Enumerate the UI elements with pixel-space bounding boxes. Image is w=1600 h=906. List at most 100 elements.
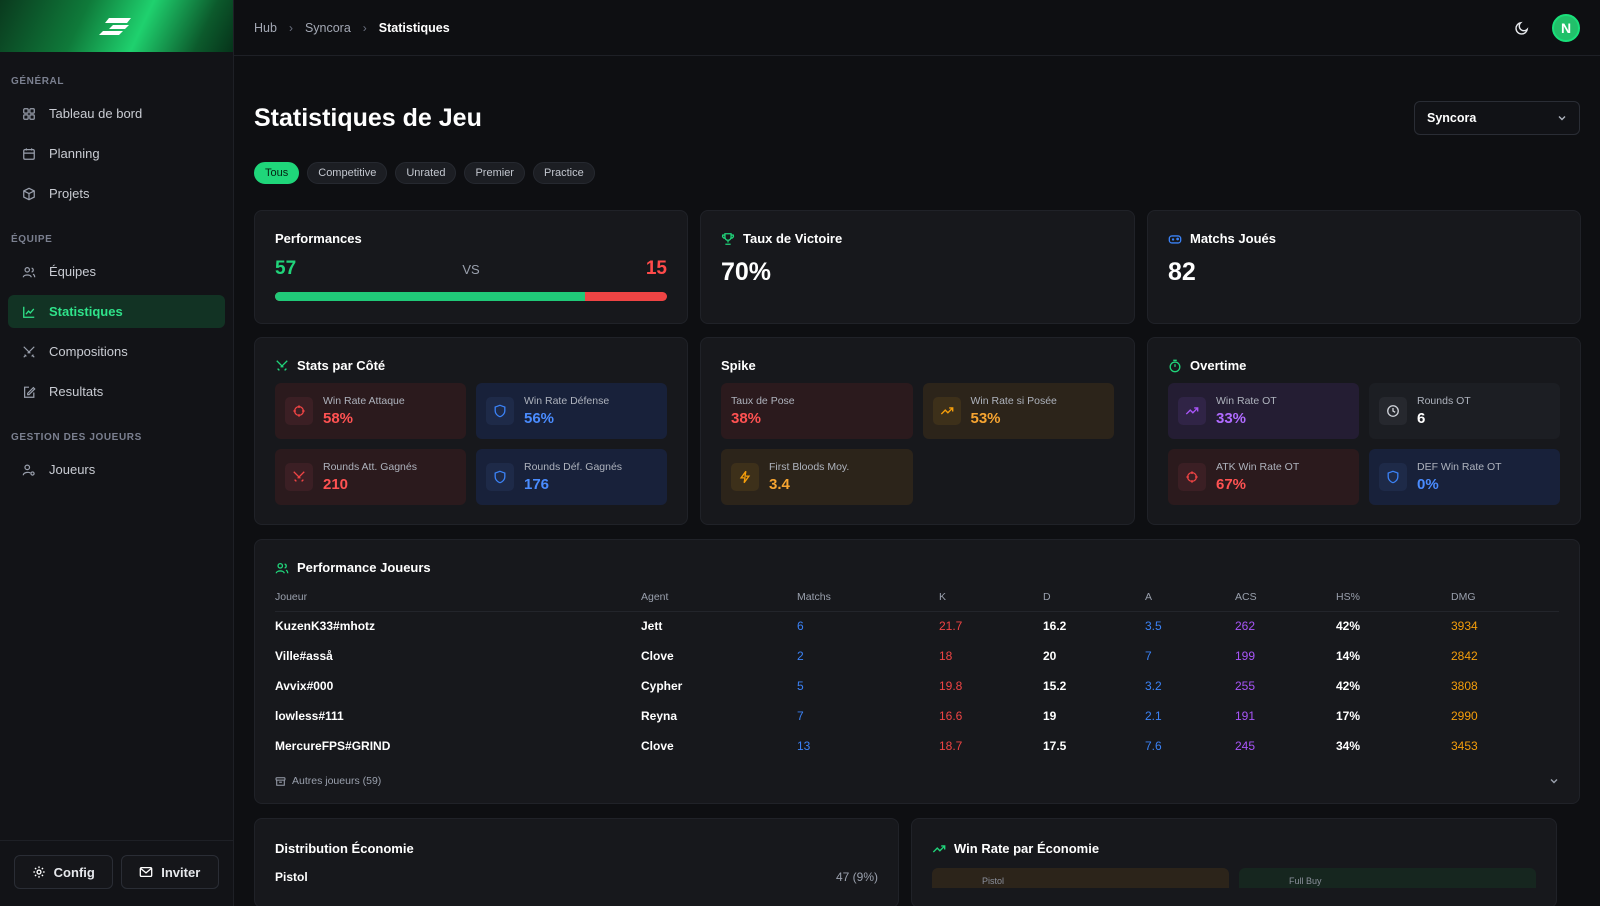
player-deaths: 19	[1043, 709, 1057, 723]
sidebar-item-joueurs[interactable]: Joueurs	[8, 453, 225, 486]
stat-value: 58%	[323, 410, 354, 427]
stat-label: Win Rate Défense	[524, 395, 610, 407]
player-dmg: 2990	[1451, 709, 1478, 723]
col-agent[interactable]: Agent	[641, 583, 797, 612]
sidebar-item-resultats[interactable]: Resultats	[8, 375, 225, 408]
col-joueur[interactable]: Joueur	[275, 583, 641, 612]
swords-icon	[285, 463, 313, 491]
economy-winrate-card: Win Rate par Économie Pistol Full Buy	[911, 818, 1557, 906]
team-select[interactable]: Syncora	[1414, 101, 1580, 135]
performances-title: Performances	[275, 231, 362, 246]
other-players-toggle[interactable]: Autres joueurs (59)	[275, 775, 1559, 787]
filter-premier[interactable]: Premier	[464, 162, 525, 184]
breadcrumb-syncora[interactable]: Syncora	[304, 20, 351, 35]
overtime-header: Overtime	[1168, 358, 1560, 373]
stat-value: 53%	[970, 410, 1001, 427]
stat-value: 56%	[524, 410, 555, 427]
table-row[interactable]: MercureFPS#GRIND Clove 13 18.7 17.5 7.6 245 34%…	[275, 731, 1559, 761]
sidebar-item-tableau-de-bord[interactable]: Tableau de bord	[8, 97, 225, 130]
filter-tous[interactable]: Tous	[254, 162, 300, 184]
sidebar-item-compositions[interactable]: Compositions	[8, 335, 225, 368]
win-rate-value: 70%	[721, 258, 772, 286]
stat-tile-empty	[923, 449, 1115, 505]
col-dmg[interactable]: DMG	[1451, 583, 1559, 612]
col-acs[interactable]: ACS	[1235, 583, 1336, 612]
player-deaths: 16.2	[1043, 619, 1067, 634]
sidebar-item-statistiques[interactable]: Statistiques	[8, 295, 225, 328]
filter-practice[interactable]: Practice	[532, 162, 595, 184]
col-a[interactable]: A	[1145, 583, 1235, 612]
table-row[interactable]: Avvix#000 Cypher 5 19.8 15.2 3.2 255 42% 3808	[275, 671, 1559, 701]
col-matchs[interactable]: Matchs	[797, 583, 939, 612]
table-row[interactable]: KuzenK33#mhotz Jett 6 21.7 16.2 3.5 262 42% 3934	[275, 611, 1559, 641]
matches-value: 82	[1168, 258, 1196, 286]
sidebar-item-label: Tableau de bord	[49, 106, 143, 121]
table-row[interactable]: Ville#asså Clove 2 18 20 7 199 14% 2842	[275, 641, 1559, 671]
breadcrumb-hub[interactable]: Hub	[254, 20, 277, 35]
edit-icon	[21, 384, 37, 400]
stat-value: 67%	[1216, 476, 1247, 493]
stat-tile-plant-winrate: Win Rate si Posée 53%	[922, 383, 1114, 439]
sidebar-item-label: Statistiques	[49, 304, 123, 319]
lightning-icon	[731, 463, 759, 491]
sidebar-item-planning[interactable]: Planning	[8, 137, 225, 170]
stat-label: Win Rate Attaque	[323, 395, 405, 407]
player-acs: 191	[1235, 709, 1256, 723]
col-d[interactable]: D	[1043, 583, 1145, 612]
sidebar-section-general: GÉNÉRAL Tableau de bord Planning Projets	[0, 52, 233, 210]
player-hs: 42%	[1336, 619, 1361, 634]
stat-label: Win Rate si Posée	[970, 395, 1057, 407]
player-acs: 245	[1235, 739, 1256, 753]
matches-header: Matchs Joués	[1168, 231, 1560, 246]
performances-card: Performances 57 VS 15	[254, 210, 688, 324]
config-label: Config	[53, 864, 95, 880]
moon-icon[interactable]	[1515, 20, 1530, 35]
economy-distribution-card: Distribution Économie Pistol 47 (9%)	[254, 818, 899, 906]
player-dmg: 2842	[1451, 649, 1478, 663]
spike-card: Spike Taux de Pose 38% Win Rate si Posée 5…	[700, 337, 1135, 525]
logo-icon	[98, 18, 131, 35]
breadcrumb-current: Statistiques	[378, 20, 450, 35]
sidebar-item-equipes[interactable]: Équipes	[8, 255, 225, 288]
stat-tile-attack-winrate: Win Rate Attaque 58%	[275, 383, 466, 439]
player-acs: 262	[1235, 619, 1256, 634]
table-row[interactable]: lowless#111 Reyna 7 16.6 19 2.1 191 17% 2990	[275, 701, 1559, 731]
col-k[interactable]: K	[939, 583, 1043, 612]
sidebar-item-label: Joueurs	[49, 462, 96, 477]
stat-tile-defense-winrate: Win Rate Défense 56%	[476, 383, 667, 439]
player-kills: 19.8	[939, 679, 963, 693]
stat-value: 0%	[1417, 476, 1439, 493]
trending-up-icon	[932, 397, 961, 425]
filter-unrated[interactable]: Unrated	[395, 162, 457, 184]
player-matches: 6	[797, 619, 804, 634]
stat-tile-plant-rate: Taux de Pose 38%	[721, 383, 913, 439]
players-table: Joueur Agent Matchs K D A ACS HS% DMG Ku…	[275, 583, 1559, 761]
stat-label: ATK Win Rate OT	[1216, 461, 1300, 473]
logo[interactable]	[0, 0, 233, 52]
topbar-actions: N	[1515, 13, 1580, 42]
swords-icon	[21, 344, 37, 360]
page-title: Statistiques de Jeu	[254, 103, 482, 132]
side-stats-title: Stats par Côté	[297, 358, 386, 373]
shield-icon	[1379, 463, 1407, 491]
stat-tile-ot-attack: ATK Win Rate OT 67%	[1168, 449, 1359, 505]
invite-button[interactable]: Inviter	[120, 855, 219, 889]
economy-winrate-title: Win Rate par Économie	[954, 841, 1100, 856]
detail-cards: Stats par Côté Win Rate Attaque 58% Win R…	[254, 337, 1581, 525]
player-kills: 21.7	[939, 619, 963, 634]
col-hs[interactable]: HS%	[1336, 583, 1451, 612]
gamepad-icon	[1168, 234, 1182, 244]
economy-row-label: Pistol	[275, 870, 308, 884]
sidebar-item-projets[interactable]: Projets	[8, 177, 225, 210]
win-loss-bar-fill	[275, 292, 585, 301]
stat-tile-ot-defense: DEF Win Rate OT 0%	[1369, 449, 1560, 505]
overtime-card: Overtime Win Rate OT 33% Rounds OT 6	[1147, 337, 1581, 525]
breadcrumb: Hub › Syncora › Statistiques	[254, 21, 450, 35]
avatar[interactable]: N	[1552, 13, 1580, 42]
sidebar-section-label: ÉQUIPE	[11, 234, 53, 245]
filter-competitive[interactable]: Competitive	[307, 162, 388, 184]
stat-label: Rounds Déf. Gagnés	[524, 461, 623, 473]
config-button[interactable]: Config	[14, 855, 113, 889]
chevron-down-icon	[1558, 116, 1566, 121]
player-kills: 16.6	[939, 709, 963, 723]
